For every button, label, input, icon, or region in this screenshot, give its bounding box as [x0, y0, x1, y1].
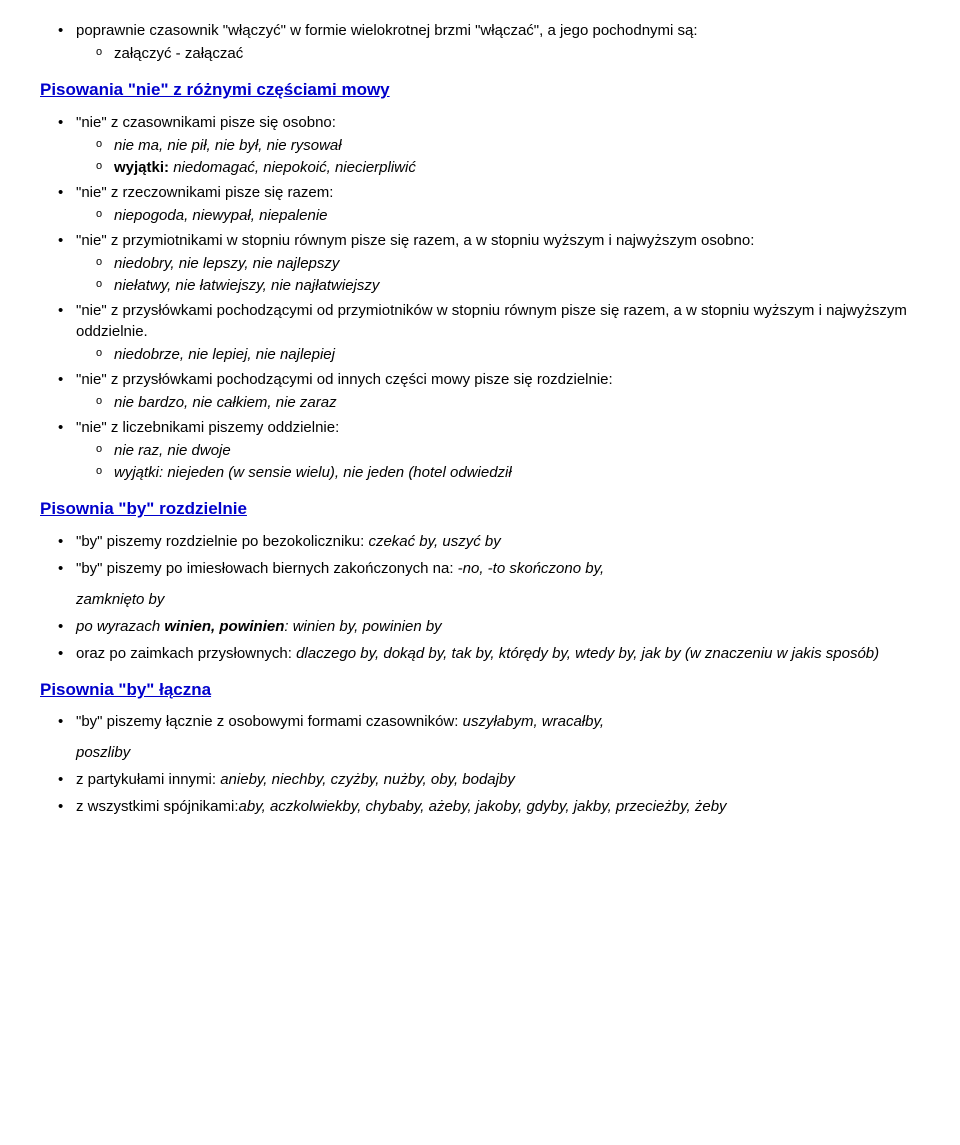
nie-3-sub2: niełatwy, nie łatwiejszy, nie najłatwiej… [76, 275, 920, 296]
by-r-item-1: "by" piszemy rozdzielnie po bezokoliczni… [40, 531, 920, 552]
by-l-item-3: z wszystkimi spójnikami:aby, aczkolwiekb… [40, 796, 920, 817]
intro-text: poprawnie czasownik "włączyć" w formie w… [76, 22, 698, 39]
nie-item-5: "nie" z przysłówkami pochodzącymi od inn… [40, 369, 920, 413]
by-l-list: "by" piszemy łącznie z osobowymi formami… [40, 711, 920, 817]
heading-by-rozdzielnie: Pisownia "by" rozdzielnie [40, 497, 920, 521]
by-l-item-1: "by" piszemy łącznie z osobowymi formami… [40, 711, 920, 763]
nie-item-3: "nie" z przymiotnikami w stopniu równym … [40, 230, 920, 296]
nie-6-sub1: nie raz, nie dwoje [76, 440, 920, 461]
nie-1-sub1: nie ma, nie pił, nie był, nie rysował [76, 135, 920, 156]
nie-item-2: "nie" z rzeczownikami pisze się razem: n… [40, 182, 920, 226]
by-l-item-2: z partykułami innymi: anieby, niechby, c… [40, 769, 920, 790]
intro-sublist: załączyć - załączać [76, 43, 920, 64]
nie-3-sub1: niedobry, nie lepszy, nie najlepszy [76, 253, 920, 274]
heading-nie: Pisowania "nie" z różnymi częściami mowy [40, 78, 920, 102]
nie-item-6: "nie" z liczebnikami piszemy oddzielnie:… [40, 417, 920, 483]
nie-item-4: "nie" z przysłówkami pochodzącymi od prz… [40, 300, 920, 365]
by-r-2-cont: zamknięto by [76, 589, 920, 610]
nie-2-sub1: niepogoda, niewypał, niepalenie [76, 205, 920, 226]
by-r-item-3: po wyrazach winien, powinien: winien by,… [40, 616, 920, 637]
nie-item-1: "nie" z czasownikami pisze się osobno: n… [40, 112, 920, 178]
nie-4-sub1: niedobrze, nie lepiej, nie najlepiej [76, 344, 920, 365]
by-r-item-2: "by" piszemy po imiesłowach biernych zak… [40, 558, 920, 610]
nie-list: "nie" z czasownikami pisze się osobno: n… [40, 112, 920, 483]
by-r-item-4: oraz po zaimkach przysłownych: dlaczego … [40, 643, 920, 664]
nie-1-sub2: wyjątki: niedomagać, niepokoić, niecierp… [76, 157, 920, 178]
nie-6-sub2: wyjątki: niejeden (w sensie wielu), nie … [76, 462, 920, 483]
heading-by-laczna: Pisownia "by" łączna [40, 678, 920, 702]
intro-sub-item: załączyć - załączać [76, 43, 920, 64]
nie-5-sub1: nie bardzo, nie całkiem, nie zaraz [76, 392, 920, 413]
by-r-list: "by" piszemy rozdzielnie po bezokoliczni… [40, 531, 920, 664]
by-l-1-cont: poszliby [76, 742, 920, 763]
intro-list: poprawnie czasownik "włączyć" w formie w… [40, 20, 920, 64]
intro-item: poprawnie czasownik "włączyć" w formie w… [40, 20, 920, 64]
